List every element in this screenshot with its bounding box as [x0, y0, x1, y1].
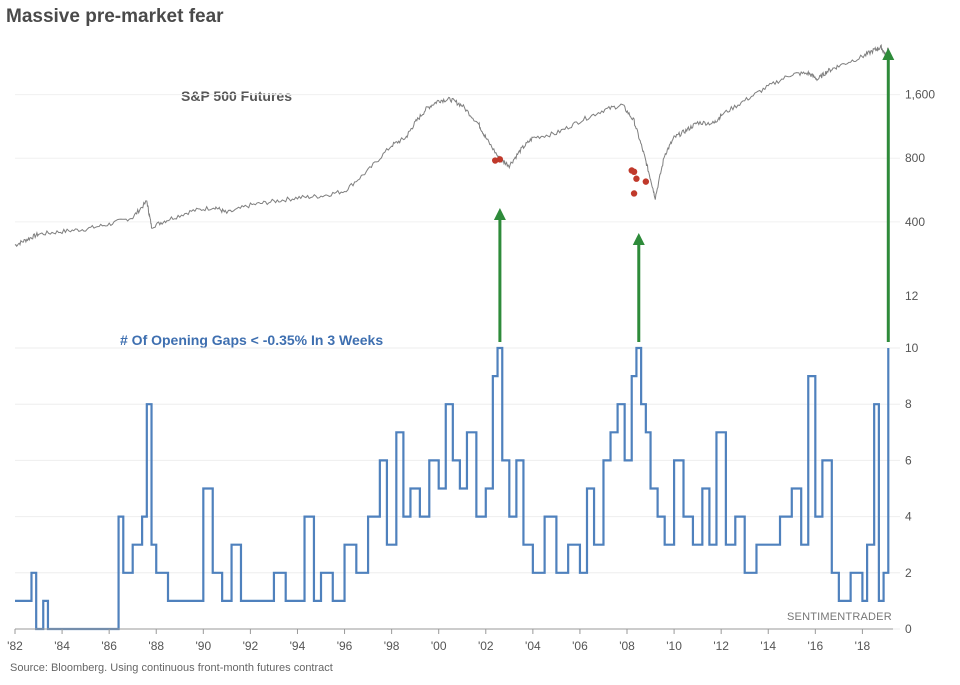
sp500-axis-tick-label: 400 [905, 215, 925, 229]
sp500-axis-tick-label: 800 [905, 151, 925, 165]
gaps-axis-tick-label: 10 [905, 341, 919, 355]
x-axis-tick-label: '08 [619, 639, 635, 653]
sp500-fear-marker [630, 168, 638, 176]
x-axis-tick-label: '04 [525, 639, 541, 653]
x-axis-tick-label: '94 [290, 639, 306, 653]
gaps-axis-tick-label: 4 [905, 510, 912, 524]
x-axis-tick-label: '14 [760, 639, 776, 653]
x-axis-tick-label: '92 [243, 639, 259, 653]
gaps-axis-tick-label: 2 [905, 566, 912, 580]
gaps-axis-tick-label: 12 [905, 289, 919, 303]
sp500-fear-marker [642, 178, 650, 185]
x-axis-tick-label: '10 [666, 639, 682, 653]
sp500-fear-marker [633, 175, 640, 182]
x-axis-tick-label: '98 [384, 639, 400, 653]
x-axis-tick-label: '88 [148, 639, 164, 653]
x-axis-tick-label: '16 [808, 639, 824, 653]
gaps-axis-tick-label: 0 [905, 622, 912, 636]
green-arrow-head [632, 233, 645, 245]
gaps-line [15, 346, 890, 631]
x-axis-tick-label: '96 [337, 639, 353, 653]
gaps-axis-tick-label: 8 [905, 397, 912, 411]
x-axis-tick-label: '90 [195, 639, 211, 653]
x-axis-tick-label: '84 [54, 639, 70, 653]
x-axis-tick-label: '12 [713, 639, 729, 653]
sp500-fear-marker [496, 156, 504, 163]
series-label-sp500: S&P 500 Futures [181, 88, 293, 104]
x-axis-tick-label: '00 [431, 639, 447, 653]
x-axis-tick-label: '86 [101, 639, 117, 653]
series-label-gaps: # Of Opening Gaps < -0.35% In 3 Weeks [120, 332, 384, 348]
green-arrow-head [493, 208, 506, 220]
chart-title: Massive pre-market fear [6, 6, 224, 27]
sp500-axis-tick-label: 1,600 [905, 88, 935, 102]
x-axis-tick-label: '82 [7, 639, 23, 653]
green-arrow-head [882, 48, 895, 60]
source-note: Source: Bloomberg. Using continuous fron… [10, 662, 333, 674]
watermark: SENTIMENTRADER [785, 611, 894, 623]
x-axis-tick-label: '02 [478, 639, 494, 653]
sp500-line [14, 43, 889, 248]
sp500-fear-marker [630, 190, 638, 197]
x-axis-tick-label: '18 [855, 639, 871, 653]
x-axis-tick-label: '06 [572, 639, 588, 653]
gaps-axis-tick-label: 6 [905, 453, 912, 467]
